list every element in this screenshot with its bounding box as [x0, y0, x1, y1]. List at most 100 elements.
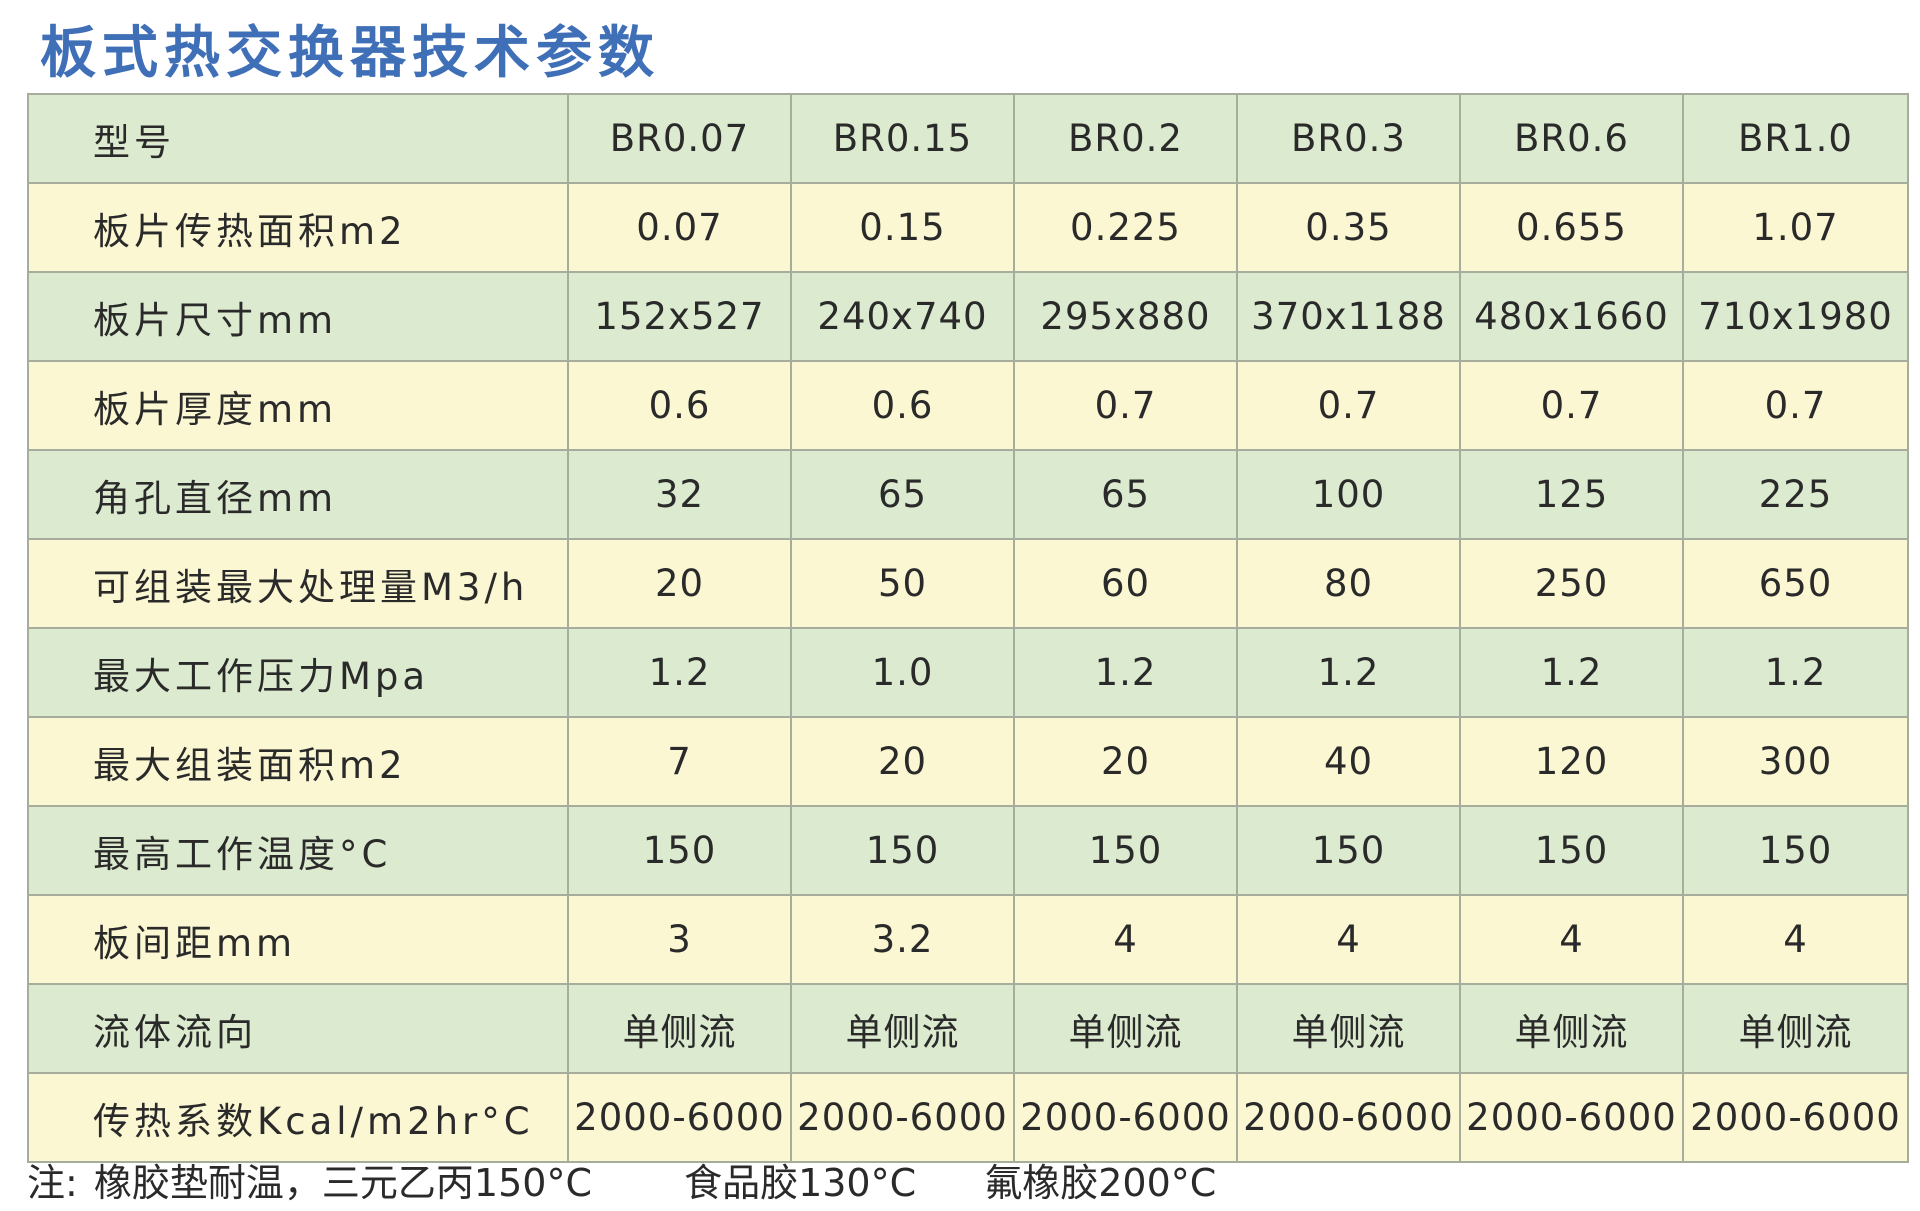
row-label: 板片传热面积m2: [27, 182, 569, 273]
row-label: 最大工作压力Mpa: [27, 627, 569, 718]
table-row: 最大组装面积m2 7 20 20 40 120 300: [27, 716, 1909, 807]
value-cell: 480x1660: [1459, 271, 1684, 362]
value-cell: 1.07: [1682, 182, 1909, 273]
value-cell: 单侧流: [567, 983, 792, 1074]
value-cell: 65: [790, 449, 1015, 540]
table-row: 流体流向 单侧流 单侧流 单侧流 单侧流 单侧流 单侧流: [27, 983, 1909, 1074]
row-label: 板片尺寸mm: [27, 271, 569, 362]
value-cell: 1.2: [1459, 627, 1684, 718]
value-cell: 295x880: [1013, 271, 1238, 362]
value-cell: 150: [567, 805, 792, 896]
value-cell: 0.35: [1236, 182, 1461, 273]
value-cell: 240x740: [790, 271, 1015, 362]
value-cell: 20: [1013, 716, 1238, 807]
header-label: 型号: [27, 93, 569, 184]
value-cell: 4: [1459, 894, 1684, 985]
spec-table: 型号 BR0.07 BR0.15 BR0.2 BR0.3 BR0.6 BR1.0…: [27, 93, 1909, 1163]
footnote: 注: 橡胶垫耐温，三元乙丙150°C 食品胶130°C 氟橡胶200°C: [27, 1152, 1216, 1207]
value-cell: 单侧流: [1459, 983, 1684, 1074]
header-row: 型号 BR0.07 BR0.15 BR0.2 BR0.3 BR0.6 BR1.0: [27, 93, 1909, 184]
value-cell: 710x1980: [1682, 271, 1909, 362]
value-cell: 3: [567, 894, 792, 985]
model-cell: BR0.07: [567, 93, 792, 184]
value-cell: 20: [790, 716, 1015, 807]
value-cell: 225: [1682, 449, 1909, 540]
value-cell: 1.0: [790, 627, 1015, 718]
value-cell: 150: [790, 805, 1015, 896]
value-cell: 4: [1013, 894, 1238, 985]
value-cell: 0.15: [790, 182, 1015, 273]
value-cell: 0.7: [1682, 360, 1909, 451]
model-cell: BR0.3: [1236, 93, 1461, 184]
value-cell: 4: [1682, 894, 1909, 985]
value-cell: 0.07: [567, 182, 792, 273]
value-cell: 150: [1459, 805, 1684, 896]
row-label: 板间距mm: [27, 894, 569, 985]
model-cell: BR0.2: [1013, 93, 1238, 184]
note-item-rubber: 橡胶垫耐温，三元乙丙150°C: [93, 1161, 592, 1205]
value-cell: 80: [1236, 538, 1461, 629]
value-cell: 2000-6000: [1013, 1072, 1238, 1163]
value-cell: 0.7: [1459, 360, 1684, 451]
value-cell: 2000-6000: [1236, 1072, 1461, 1163]
value-cell: 单侧流: [1013, 983, 1238, 1074]
value-cell: 125: [1459, 449, 1684, 540]
value-cell: 300: [1682, 716, 1909, 807]
value-cell: 2000-6000: [1459, 1072, 1684, 1163]
value-cell: 20: [567, 538, 792, 629]
value-cell: 单侧流: [1236, 983, 1461, 1074]
table-row: 板片厚度mm 0.6 0.6 0.7 0.7 0.7 0.7: [27, 360, 1909, 451]
row-label: 最高工作温度°C: [27, 805, 569, 896]
model-cell: BR0.6: [1459, 93, 1684, 184]
table-row: 板间距mm 3 3.2 4 4 4 4: [27, 894, 1909, 985]
row-label: 可组装最大处理量M3/h: [27, 538, 569, 629]
value-cell: 370x1188: [1236, 271, 1461, 362]
value-cell: 150: [1013, 805, 1238, 896]
table-row: 板片尺寸mm 152x527 240x740 295x880 370x1188 480x1…: [27, 271, 1909, 362]
value-cell: 40: [1236, 716, 1461, 807]
note-item-fluoro: 氟橡胶200°C: [984, 1161, 1217, 1205]
table-row: 板片传热面积m2 0.07 0.15 0.225 0.35 0.655 1.07: [27, 182, 1909, 273]
model-cell: BR0.15: [790, 93, 1015, 184]
value-cell: 0.225: [1013, 182, 1238, 273]
value-cell: 100: [1236, 449, 1461, 540]
row-label: 传热系数Kcal/m2hr°C: [27, 1072, 569, 1163]
value-cell: 7: [567, 716, 792, 807]
value-cell: 2000-6000: [790, 1072, 1015, 1163]
value-cell: 2000-6000: [567, 1072, 792, 1163]
value-cell: 0.7: [1013, 360, 1238, 451]
value-cell: 32: [567, 449, 792, 540]
value-cell: 0.655: [1459, 182, 1684, 273]
model-cell: BR1.0: [1682, 93, 1909, 184]
value-cell: 1.2: [567, 627, 792, 718]
table-row: 角孔直径mm 32 65 65 100 125 225: [27, 449, 1909, 540]
value-cell: 单侧流: [790, 983, 1015, 1074]
value-cell: 单侧流: [1682, 983, 1909, 1074]
value-cell: 2000-6000: [1682, 1072, 1909, 1163]
value-cell: 120: [1459, 716, 1684, 807]
note-prefix: 注:: [27, 1161, 78, 1205]
row-label: 最大组装面积m2: [27, 716, 569, 807]
value-cell: 0.6: [567, 360, 792, 451]
value-cell: 65: [1013, 449, 1238, 540]
value-cell: 50: [790, 538, 1015, 629]
row-label: 板片厚度mm: [27, 360, 569, 451]
row-label: 流体流向: [27, 983, 569, 1074]
table-row: 可组装最大处理量M3/h 20 50 60 80 250 650: [27, 538, 1909, 629]
page-title: 板式热交换器技术参数: [40, 21, 660, 86]
table-row: 传热系数Kcal/m2hr°C 2000-6000 2000-6000 2000-60…: [27, 1072, 1909, 1163]
value-cell: 1.2: [1236, 627, 1461, 718]
row-label: 角孔直径mm: [27, 449, 569, 540]
value-cell: 1.2: [1013, 627, 1238, 718]
value-cell: 3.2: [790, 894, 1015, 985]
note-item-food: 食品胶130°C: [684, 1161, 917, 1205]
value-cell: 60: [1013, 538, 1238, 629]
value-cell: 150: [1682, 805, 1909, 896]
table-row: 最高工作温度°C 150 150 150 150 150 150: [27, 805, 1909, 896]
value-cell: 250: [1459, 538, 1684, 629]
value-cell: 150: [1236, 805, 1461, 896]
value-cell: 0.6: [790, 360, 1015, 451]
value-cell: 4: [1236, 894, 1461, 985]
table-row: 最大工作压力Mpa 1.2 1.0 1.2 1.2 1.2 1.2: [27, 627, 1909, 718]
value-cell: 0.7: [1236, 360, 1461, 451]
